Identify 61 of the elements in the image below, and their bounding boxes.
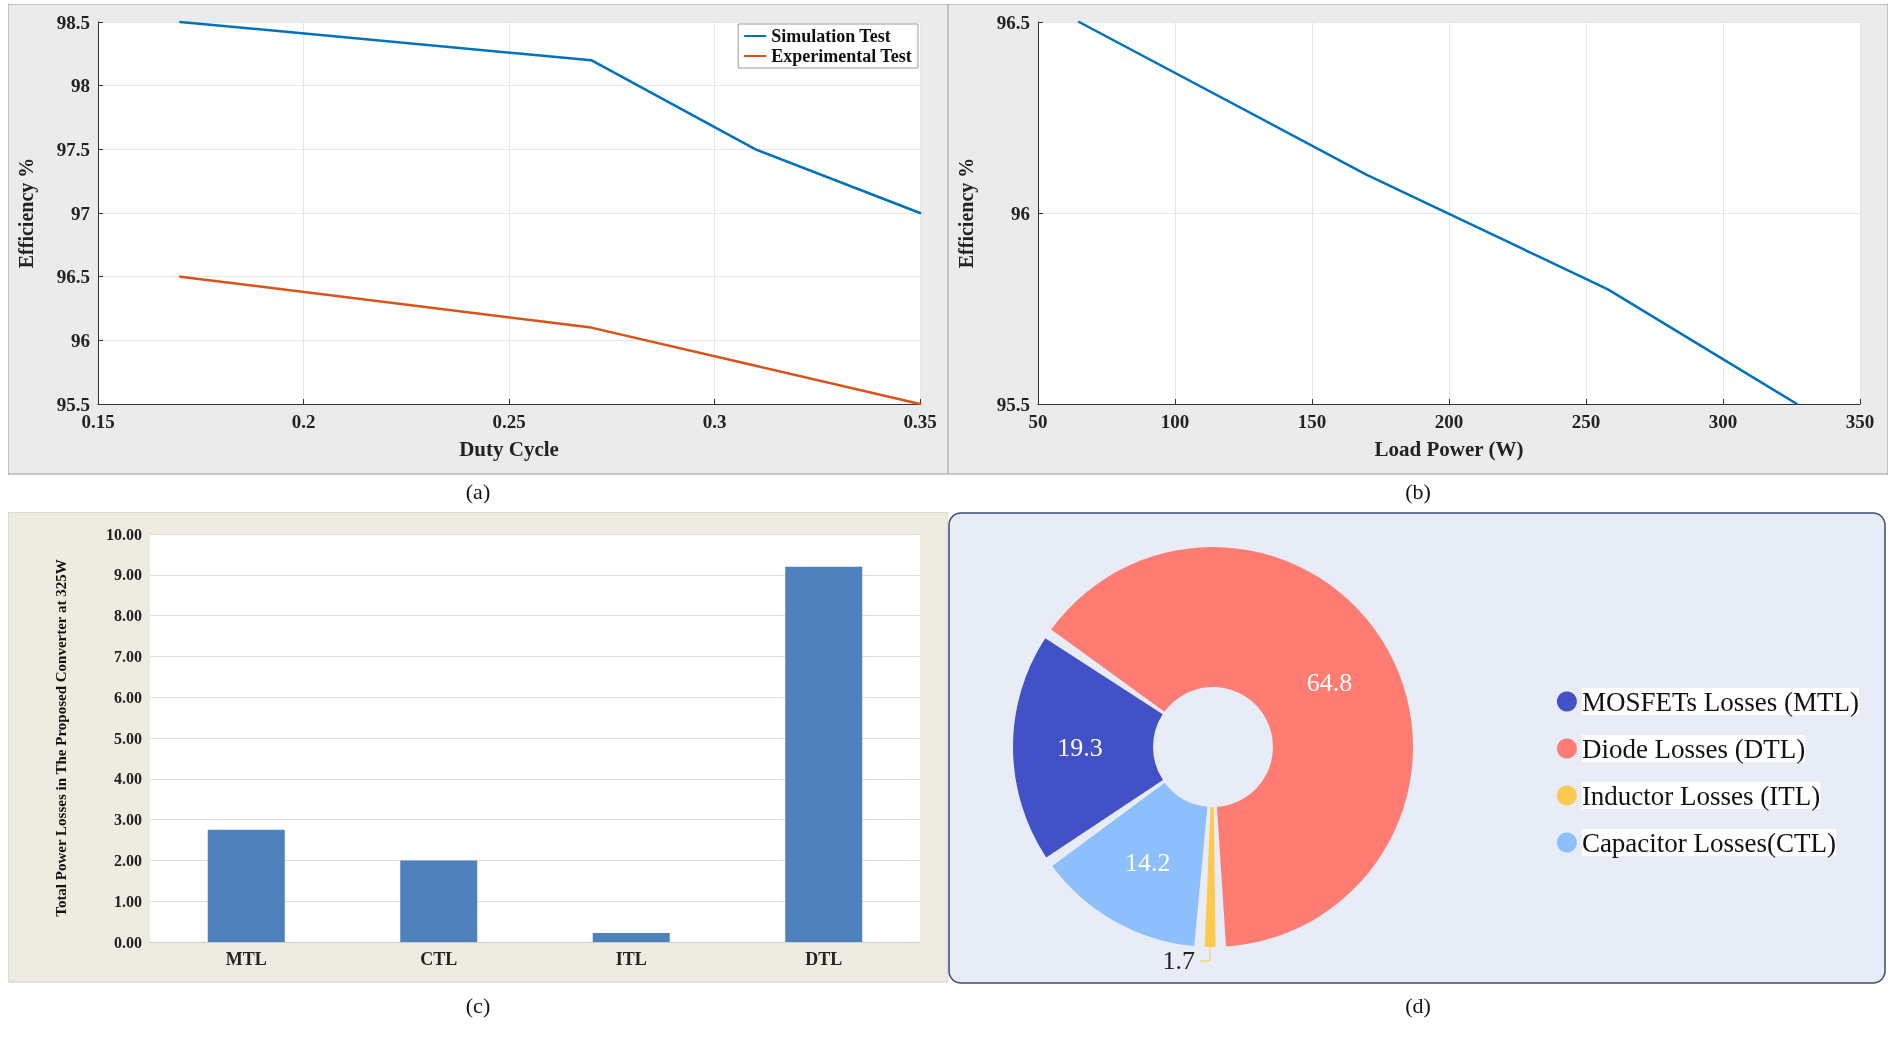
- bar: [785, 566, 863, 942]
- legend-label: Capacitor Losses(CTL): [1581, 827, 1837, 858]
- y-tick-label: 5.00: [114, 729, 142, 747]
- line-series: [178, 275, 922, 406]
- y-tick-label: 7.00: [114, 647, 142, 665]
- y-axis-title: Efficiency %: [955, 157, 978, 269]
- legend-label: Diode Losses (DTL): [1581, 733, 1806, 764]
- x-axis-title: Duty Cycle: [459, 436, 559, 461]
- line-series: [178, 20, 922, 215]
- x-axis-title: Load Power (W): [1374, 436, 1524, 461]
- y-tick-label: 0.00: [114, 933, 142, 951]
- x-tick-label: 200: [1434, 411, 1464, 432]
- data-label: 14.2: [1124, 848, 1171, 878]
- x-tick-label: 50: [1028, 411, 1048, 432]
- y-tick-label: 10.00: [106, 525, 142, 543]
- x-tick-label: 100: [1160, 411, 1190, 432]
- x-tick-label: 0.25: [492, 411, 526, 432]
- x-tick-label: MTL: [225, 949, 267, 969]
- y-tick-label: 1.00: [114, 892, 142, 910]
- x-tick-label: 0.3: [702, 411, 727, 432]
- y-axis-title: Total Power Losses in The Proposed Converter at 325W: [52, 559, 69, 917]
- bar: [207, 829, 285, 942]
- legend-label: Experimental Test: [771, 46, 912, 66]
- x-tick-label: ITL: [615, 949, 647, 969]
- x-tick-label: 150: [1297, 411, 1327, 432]
- y-tick-label: 3.00: [114, 811, 142, 829]
- data-label: 64.8: [1306, 668, 1353, 698]
- legend-label: Simulation Test: [771, 26, 891, 46]
- x-tick-label: 350: [1845, 411, 1875, 432]
- y-tick-label: 96.5: [996, 11, 1030, 33]
- data-label: 19.3: [1057, 733, 1103, 763]
- y-tick-label: 96: [71, 329, 90, 351]
- y-tick-label: 9.00: [114, 566, 142, 584]
- x-tick-label: 250: [1571, 411, 1601, 432]
- y-tick-label: 8.00: [114, 607, 142, 625]
- data-label: 1.7: [1162, 946, 1195, 976]
- y-tick-label: 98.5: [56, 11, 90, 33]
- y-tick-label: 96.5: [56, 266, 90, 288]
- y-tick-label: 6.00: [114, 688, 142, 706]
- y-axis-title: Efficiency %: [15, 157, 38, 269]
- legend-label: MOSFETs Losses (MTL): [1581, 686, 1860, 717]
- text: (b): [1405, 478, 1431, 504]
- text: (a): [465, 478, 491, 504]
- y-tick-label: 95.5: [996, 393, 1030, 415]
- legend-label: Inductor Losses (ITL): [1581, 780, 1821, 811]
- bar: [592, 933, 670, 942]
- bar: [400, 860, 478, 942]
- y-tick-label: 97.5: [56, 138, 90, 160]
- text: (c): [465, 992, 491, 1018]
- y-tick-label: 97: [71, 202, 91, 224]
- y-tick-label: 4.00: [114, 770, 142, 788]
- y-tick-label: 98: [71, 75, 90, 97]
- y-tick-label: 96: [1011, 202, 1030, 224]
- x-tick-label: 0.2: [291, 411, 316, 432]
- x-tick-label: DTL: [805, 949, 843, 969]
- text: (d): [1405, 992, 1431, 1018]
- y-tick-label: 2.00: [114, 851, 142, 869]
- line-series: [1077, 20, 1799, 406]
- x-tick-label: CTL: [420, 949, 458, 969]
- x-tick-label: 0.35: [903, 411, 937, 432]
- x-tick-label: 300: [1708, 411, 1738, 432]
